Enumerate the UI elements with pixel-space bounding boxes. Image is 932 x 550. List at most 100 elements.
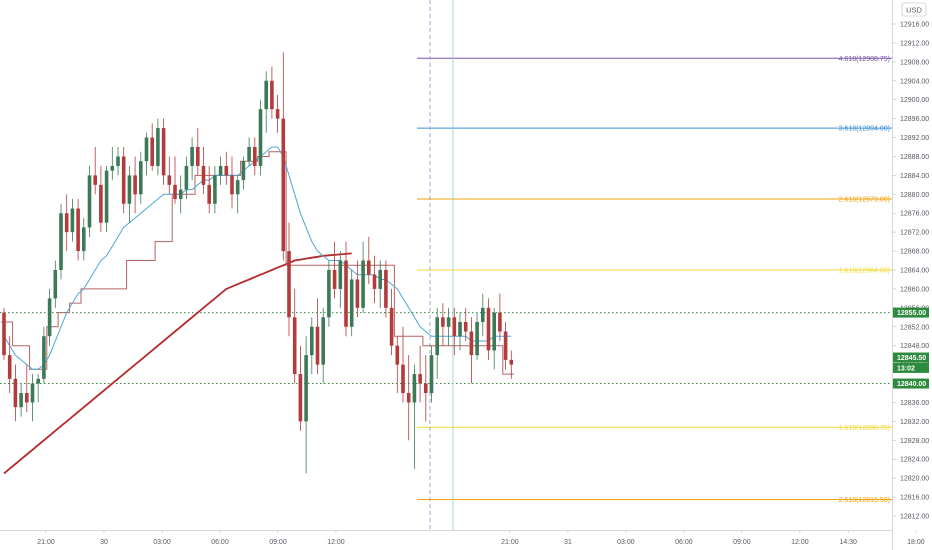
candle[interactable]	[25, 364, 29, 412]
candle[interactable]	[275, 94, 280, 133]
candle[interactable]	[116, 147, 120, 176]
candle[interactable]	[53, 260, 58, 308]
candle[interactable]	[412, 364, 417, 469]
candle[interactable]	[406, 355, 411, 441]
candle[interactable]	[492, 307, 496, 370]
time-tick-label: 06:00	[211, 539, 229, 546]
candle[interactable]	[167, 156, 172, 195]
candles[interactable]	[2, 52, 514, 474]
candle[interactable]	[235, 175, 240, 214]
candle[interactable]	[281, 52, 286, 261]
candle[interactable]	[19, 383, 23, 417]
candle[interactable]	[338, 251, 343, 308]
candle[interactable]	[230, 156, 234, 209]
candle[interactable]	[401, 326, 405, 403]
candle[interactable]	[2, 307, 6, 360]
candle[interactable]	[458, 312, 462, 351]
candle[interactable]	[310, 317, 314, 375]
candle[interactable]	[218, 156, 223, 185]
candle[interactable]	[344, 241, 348, 337]
candle[interactable]	[70, 199, 75, 242]
candle[interactable]	[13, 364, 18, 422]
candle[interactable]	[241, 156, 246, 190]
candle[interactable]	[498, 293, 502, 341]
candle[interactable]	[247, 137, 251, 166]
candle[interactable]	[7, 336, 12, 393]
candle[interactable]	[452, 307, 457, 356]
candle[interactable]	[378, 260, 382, 308]
candle[interactable]	[64, 194, 69, 252]
candle[interactable]	[190, 137, 194, 181]
candle[interactable]	[355, 260, 360, 318]
candle[interactable]	[395, 336, 400, 393]
candle[interactable]	[292, 288, 297, 384]
candle[interactable]	[201, 147, 206, 195]
candle[interactable]	[298, 345, 303, 431]
candle[interactable]	[418, 345, 422, 403]
candle[interactable]	[315, 298, 320, 375]
candle[interactable]	[264, 71, 268, 133]
candle[interactable]	[139, 151, 143, 204]
candle[interactable]	[327, 260, 331, 327]
candle[interactable]	[270, 66, 274, 119]
candle[interactable]	[121, 147, 126, 214]
candle[interactable]	[435, 307, 439, 379]
candle-body	[70, 208, 75, 233]
time-tick-label: 12:00	[791, 539, 809, 546]
candle[interactable]	[253, 137, 257, 176]
candle[interactable]	[349, 270, 354, 337]
candle[interactable]	[144, 132, 149, 176]
candle[interactable]	[372, 255, 377, 304]
candle[interactable]	[156, 118, 160, 176]
candle[interactable]	[224, 151, 229, 185]
candle-body	[36, 378, 40, 384]
candle[interactable]	[76, 199, 80, 261]
candle[interactable]	[469, 317, 474, 384]
candle[interactable]	[367, 236, 371, 285]
candle[interactable]	[87, 165, 92, 237]
currency-badge[interactable]: USD	[901, 2, 927, 17]
candle[interactable]	[441, 303, 445, 346]
candle[interactable]	[321, 307, 325, 384]
candle[interactable]	[36, 374, 40, 403]
candle[interactable]	[184, 156, 189, 200]
candle[interactable]	[486, 298, 491, 360]
candle[interactable]	[173, 156, 177, 204]
candle[interactable]	[82, 217, 86, 261]
candle[interactable]	[361, 241, 365, 313]
candle[interactable]	[30, 374, 35, 422]
candle[interactable]	[133, 156, 137, 214]
candle[interactable]	[509, 350, 514, 379]
candle[interactable]	[47, 288, 52, 346]
candle[interactable]	[213, 165, 217, 214]
candle[interactable]	[42, 326, 46, 384]
candle[interactable]	[384, 260, 388, 318]
candle[interactable]	[104, 165, 109, 233]
candle[interactable]	[429, 345, 434, 403]
candle[interactable]	[304, 336, 308, 474]
candle[interactable]	[110, 147, 115, 181]
candle[interactable]	[207, 165, 211, 214]
candle[interactable]	[127, 165, 132, 223]
candle[interactable]	[178, 175, 183, 214]
candle[interactable]	[196, 128, 200, 176]
candle[interactable]	[287, 222, 291, 337]
candle[interactable]	[503, 322, 508, 370]
candle[interactable]	[481, 293, 485, 337]
candle[interactable]	[389, 288, 394, 356]
candle[interactable]	[93, 147, 97, 195]
candle[interactable]	[258, 99, 263, 176]
candle[interactable]	[161, 118, 166, 185]
candle[interactable]	[446, 307, 451, 346]
time-axis[interactable]: 21:00 30 03:00 06:00 09:00 12:00 21:00 31 03:00 0…	[0, 530, 925, 550]
candle[interactable]	[424, 355, 428, 422]
candle[interactable]	[332, 241, 337, 299]
candle[interactable]	[463, 307, 468, 341]
candle-body	[64, 213, 69, 233]
price-axis[interactable]: 12812.00 12816.00 12820.00 12824.00 12828.00…	[892, 0, 932, 550]
candle[interactable]	[59, 203, 63, 280]
candle[interactable]	[475, 312, 479, 360]
candle[interactable]	[150, 123, 154, 171]
candle[interactable]	[99, 165, 103, 233]
